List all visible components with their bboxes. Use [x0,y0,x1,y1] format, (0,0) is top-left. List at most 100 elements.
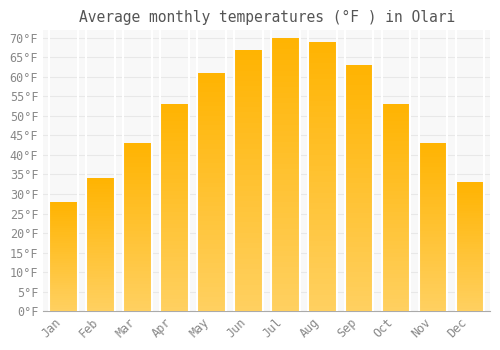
Bar [123,167,152,170]
Bar [49,213,78,215]
Bar [344,173,374,178]
Bar [86,194,115,197]
Bar [382,146,410,150]
Bar [197,187,226,192]
Bar [382,307,410,311]
Bar [418,224,448,227]
Bar [49,285,78,287]
Bar [49,296,78,298]
Bar [86,245,115,247]
Bar [234,50,262,55]
Bar [86,192,115,194]
Bar [418,284,448,288]
Bar [344,213,374,218]
Bar [160,141,188,146]
Bar [197,149,226,154]
Bar [86,271,115,274]
Bar [123,183,152,187]
Bar [456,262,484,265]
Bar [160,232,188,237]
Bar [382,290,410,295]
Bar [234,160,262,164]
Bar [382,137,410,141]
Bar [270,284,300,289]
Bar [308,268,336,273]
Bar [344,139,374,144]
Title: Average monthly temperatures (°F ) in Olari: Average monthly temperatures (°F ) in Ol… [78,10,455,25]
Bar [49,243,78,246]
Bar [86,218,115,221]
Bar [382,286,410,290]
Bar [160,253,188,257]
Bar [308,246,336,252]
Bar [123,284,152,288]
Bar [86,303,115,306]
Bar [197,168,226,173]
Bar [197,259,226,264]
Bar [308,79,336,85]
Bar [418,210,448,214]
Bar [344,287,374,292]
Bar [160,249,188,253]
Bar [86,290,115,293]
Bar [308,101,336,106]
Bar [86,298,115,301]
Bar [123,240,152,244]
Bar [234,269,262,274]
Bar [456,283,484,285]
Bar [234,238,262,243]
Bar [382,121,410,125]
Bar [123,237,152,240]
Bar [234,97,262,102]
Bar [49,250,78,252]
Bar [197,111,226,116]
Bar [49,239,78,241]
Bar [456,298,484,301]
Bar [418,160,448,163]
Bar [49,208,78,211]
Bar [418,251,448,254]
Bar [308,214,336,219]
Bar [308,236,336,241]
Bar [270,60,300,65]
Bar [160,299,188,303]
Bar [344,154,374,159]
Bar [382,117,410,121]
Bar [308,230,336,236]
Bar [344,272,374,277]
Bar [308,182,336,187]
Bar [234,206,262,212]
Bar [456,254,484,257]
Bar [197,297,226,302]
Bar [270,262,300,267]
Bar [160,104,188,108]
Bar [197,211,226,216]
Bar [344,149,374,154]
Bar [160,150,188,154]
Bar [49,217,78,219]
Bar [344,247,374,252]
Bar [123,304,152,308]
Bar [344,277,374,282]
Bar [418,163,448,167]
Bar [418,257,448,261]
Bar [197,87,226,92]
Bar [418,254,448,257]
Bar [197,249,226,254]
Bar [456,257,484,260]
Bar [123,180,152,183]
Bar [308,117,336,122]
Bar [308,252,336,257]
Bar [197,140,226,145]
Bar [234,196,262,201]
Bar [344,198,374,203]
Bar [344,228,374,232]
Bar [456,221,484,224]
Bar [86,237,115,239]
Bar [123,214,152,217]
Bar [382,216,410,220]
Bar [456,208,484,211]
Bar [197,121,226,125]
Bar [160,216,188,220]
Bar [270,240,300,246]
